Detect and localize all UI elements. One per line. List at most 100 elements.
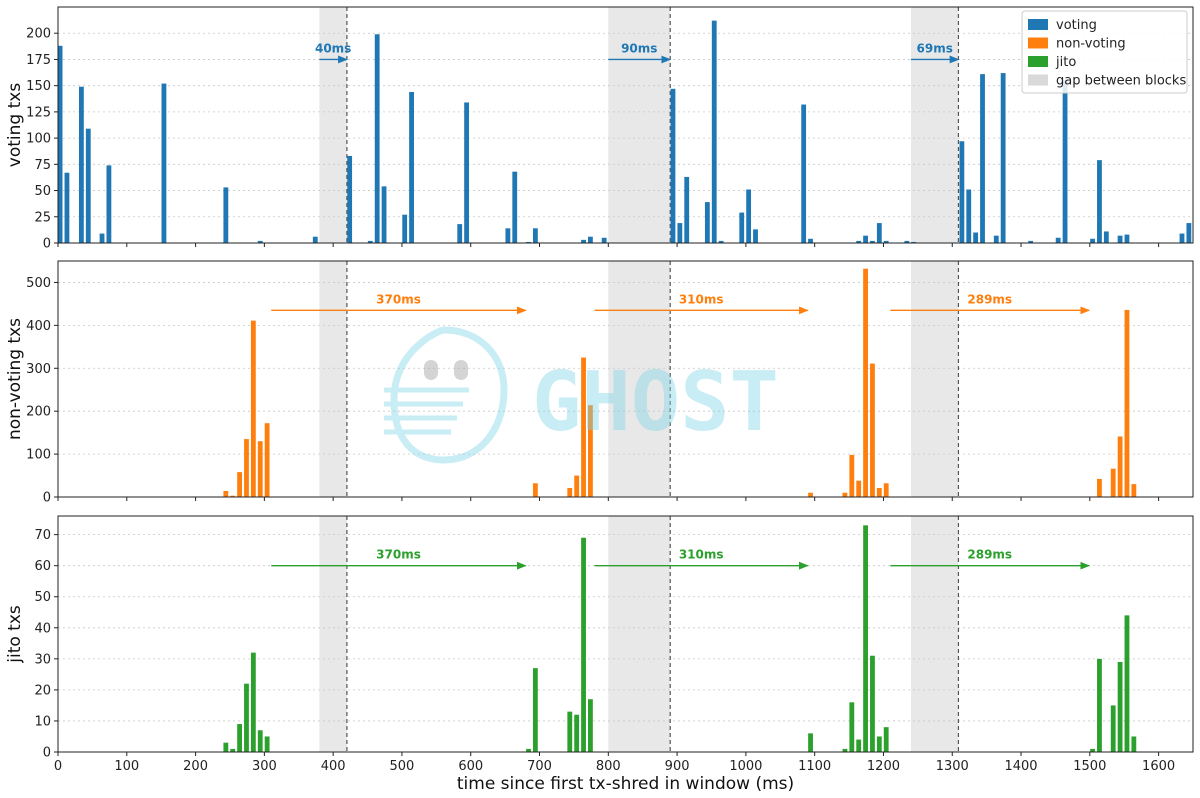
bar [264, 736, 270, 752]
bar [684, 176, 690, 243]
bar [1124, 309, 1130, 497]
bar [863, 235, 868, 243]
bar [1117, 661, 1123, 752]
bar [512, 171, 518, 243]
y-tick-label: 30 [34, 652, 51, 667]
gap-between-blocks-band [608, 516, 671, 752]
y-tick-label: 0 [43, 237, 51, 252]
y-tick-label: 25 [34, 210, 51, 225]
bar [1097, 160, 1102, 243]
gap-annotation-label: 310ms [679, 548, 724, 562]
gap-annotation-label: 90ms [621, 41, 657, 55]
y-tick-label: 20 [34, 683, 51, 698]
bar [959, 141, 965, 243]
bar [250, 652, 256, 752]
bar [57, 45, 63, 244]
bar [464, 102, 470, 244]
legend-box [1021, 10, 1188, 94]
x-tick-label: 1300 [936, 759, 969, 774]
bar [842, 748, 848, 752]
bar [574, 714, 580, 752]
bar [746, 189, 752, 243]
bar [980, 74, 985, 243]
bar [532, 668, 538, 752]
bar [1055, 237, 1061, 243]
y-tick-label: 200 [26, 405, 51, 420]
ghost-logo-icon [384, 326, 508, 464]
bar [161, 83, 167, 244]
bar [99, 233, 105, 243]
bar [856, 480, 862, 497]
bar [244, 439, 249, 497]
bar [670, 88, 676, 244]
plot-frame [57, 6, 1194, 244]
bar [808, 733, 813, 752]
bar [78, 86, 84, 244]
bar [753, 229, 758, 243]
bar [367, 240, 373, 243]
bar [237, 472, 243, 497]
gap-between-blocks-band [910, 7, 959, 243]
y-axis-title: voting txs [5, 83, 25, 168]
bar [237, 724, 243, 752]
bar [250, 320, 256, 497]
bar [574, 475, 580, 497]
bar [904, 240, 910, 243]
y-tick-label: 60 [34, 559, 51, 574]
x-tick-label: 800 [596, 759, 621, 774]
bar [911, 241, 917, 243]
x-tick-label: 400 [321, 759, 346, 774]
bar [264, 423, 270, 497]
plot-frame [57, 515, 1194, 753]
y-tick-label: 75 [34, 158, 51, 173]
bar [1179, 233, 1185, 243]
bar [526, 748, 531, 752]
bar [588, 236, 593, 243]
bar [1124, 234, 1130, 243]
bar [739, 212, 745, 243]
y-tick-label: 150 [26, 79, 51, 94]
bar [64, 172, 70, 243]
y-tick-label: 0 [43, 746, 51, 761]
x-axis-title: time since first tx-shred in window (ms) [457, 774, 794, 794]
bar [532, 228, 538, 243]
bar [581, 239, 586, 243]
x-tick-label: 1600 [1142, 759, 1175, 774]
x-tick-label: 1200 [867, 759, 900, 774]
chart-panel-1: 0 25 50 75 100 125 150 175 200 40ms 90ms 69ms voting… [5, 6, 1194, 252]
bar [856, 240, 862, 243]
y-tick-label: 125 [26, 105, 51, 120]
y-tick-label: 50 [34, 590, 51, 605]
bar [1186, 223, 1192, 243]
x-tick-label: 0 [54, 759, 62, 774]
gap-between-blocks-band [319, 516, 347, 752]
bar [704, 202, 710, 243]
y-tick-label: 70 [34, 528, 51, 543]
x-tick-label: 500 [390, 759, 415, 774]
bar [244, 683, 249, 752]
bar [567, 487, 573, 497]
bar [601, 237, 607, 243]
gap-annotation-label: 40ms [315, 41, 351, 55]
x-tick-label: 1400 [1004, 759, 1037, 774]
chart-panel-2: 0 100 200 300 400 500 370ms 310ms 289ms non-votin… [5, 260, 1194, 506]
bar [1000, 73, 1006, 243]
bar [1090, 748, 1095, 752]
bar [1103, 231, 1109, 243]
bar [863, 268, 868, 497]
y-axis-title: jito txs [5, 605, 25, 664]
ghost-logo-outline [390, 326, 508, 464]
x-tick-label: 200 [183, 759, 208, 774]
plot-frame [57, 260, 1194, 498]
ghost-logo-eye [424, 360, 438, 380]
bar [1117, 436, 1123, 497]
x-tick-label: 100 [114, 759, 139, 774]
x-tick-label: 1100 [798, 759, 831, 774]
bar [230, 495, 236, 497]
bar [532, 483, 538, 497]
gap-annotation-label: 370ms [376, 292, 421, 306]
bar [1062, 80, 1068, 243]
y-tick-label: 200 [26, 27, 51, 42]
gap-annotation-label: 289ms [967, 292, 1012, 306]
